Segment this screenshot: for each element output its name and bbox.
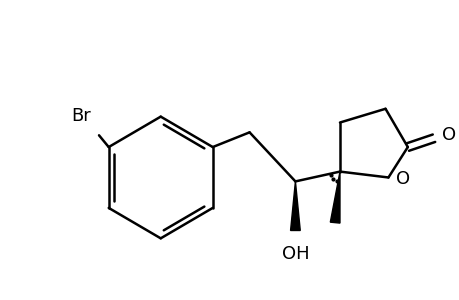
Text: O: O <box>395 170 409 188</box>
Polygon shape <box>290 182 300 230</box>
Text: OH: OH <box>281 245 308 263</box>
Polygon shape <box>330 172 339 223</box>
Text: Br: Br <box>71 107 91 125</box>
Text: O: O <box>441 126 455 144</box>
